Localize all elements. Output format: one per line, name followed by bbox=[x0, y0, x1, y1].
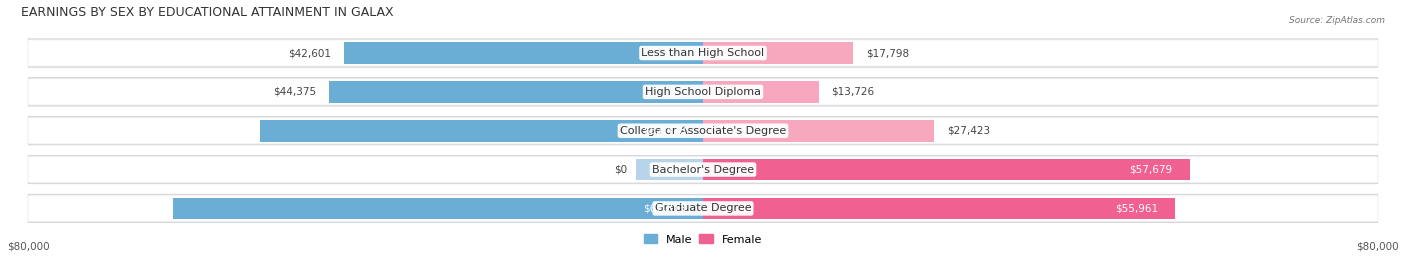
Bar bbox=[343, 42, 703, 64]
Text: $55,961: $55,961 bbox=[1115, 203, 1159, 213]
Text: $42,601: $42,601 bbox=[288, 48, 330, 58]
Text: Bachelor's Degree: Bachelor's Degree bbox=[652, 165, 754, 174]
Text: $13,726: $13,726 bbox=[831, 87, 875, 97]
Text: Source: ZipAtlas.com: Source: ZipAtlas.com bbox=[1289, 16, 1385, 25]
Text: $0: $0 bbox=[614, 165, 627, 174]
Bar bbox=[260, 120, 703, 142]
Text: $17,798: $17,798 bbox=[866, 48, 908, 58]
Bar bbox=[703, 42, 853, 64]
Text: High School Diploma: High School Diploma bbox=[645, 87, 761, 97]
Text: Less than High School: Less than High School bbox=[641, 48, 765, 58]
FancyBboxPatch shape bbox=[28, 79, 1378, 105]
FancyBboxPatch shape bbox=[28, 157, 1378, 183]
FancyBboxPatch shape bbox=[28, 40, 1378, 66]
Bar bbox=[329, 81, 703, 103]
Text: $52,478: $52,478 bbox=[643, 126, 686, 136]
Text: Graduate Degree: Graduate Degree bbox=[655, 203, 751, 213]
Text: College or Associate's Degree: College or Associate's Degree bbox=[620, 126, 786, 136]
Legend: Male, Female: Male, Female bbox=[640, 230, 766, 249]
Bar bbox=[703, 81, 818, 103]
Bar bbox=[703, 120, 935, 142]
Text: $62,813: $62,813 bbox=[643, 203, 686, 213]
Text: $44,375: $44,375 bbox=[273, 87, 316, 97]
FancyBboxPatch shape bbox=[28, 155, 1378, 184]
Bar bbox=[636, 159, 703, 180]
FancyBboxPatch shape bbox=[28, 39, 1378, 67]
Text: $27,423: $27,423 bbox=[948, 126, 990, 136]
FancyBboxPatch shape bbox=[28, 196, 1378, 221]
Bar bbox=[703, 198, 1175, 219]
Text: $57,679: $57,679 bbox=[1129, 165, 1173, 174]
FancyBboxPatch shape bbox=[28, 117, 1378, 145]
FancyBboxPatch shape bbox=[28, 118, 1378, 144]
FancyBboxPatch shape bbox=[28, 194, 1378, 223]
Bar bbox=[703, 159, 1189, 180]
Text: EARNINGS BY SEX BY EDUCATIONAL ATTAINMENT IN GALAX: EARNINGS BY SEX BY EDUCATIONAL ATTAINMEN… bbox=[21, 6, 394, 18]
Bar bbox=[173, 198, 703, 219]
FancyBboxPatch shape bbox=[28, 78, 1378, 106]
